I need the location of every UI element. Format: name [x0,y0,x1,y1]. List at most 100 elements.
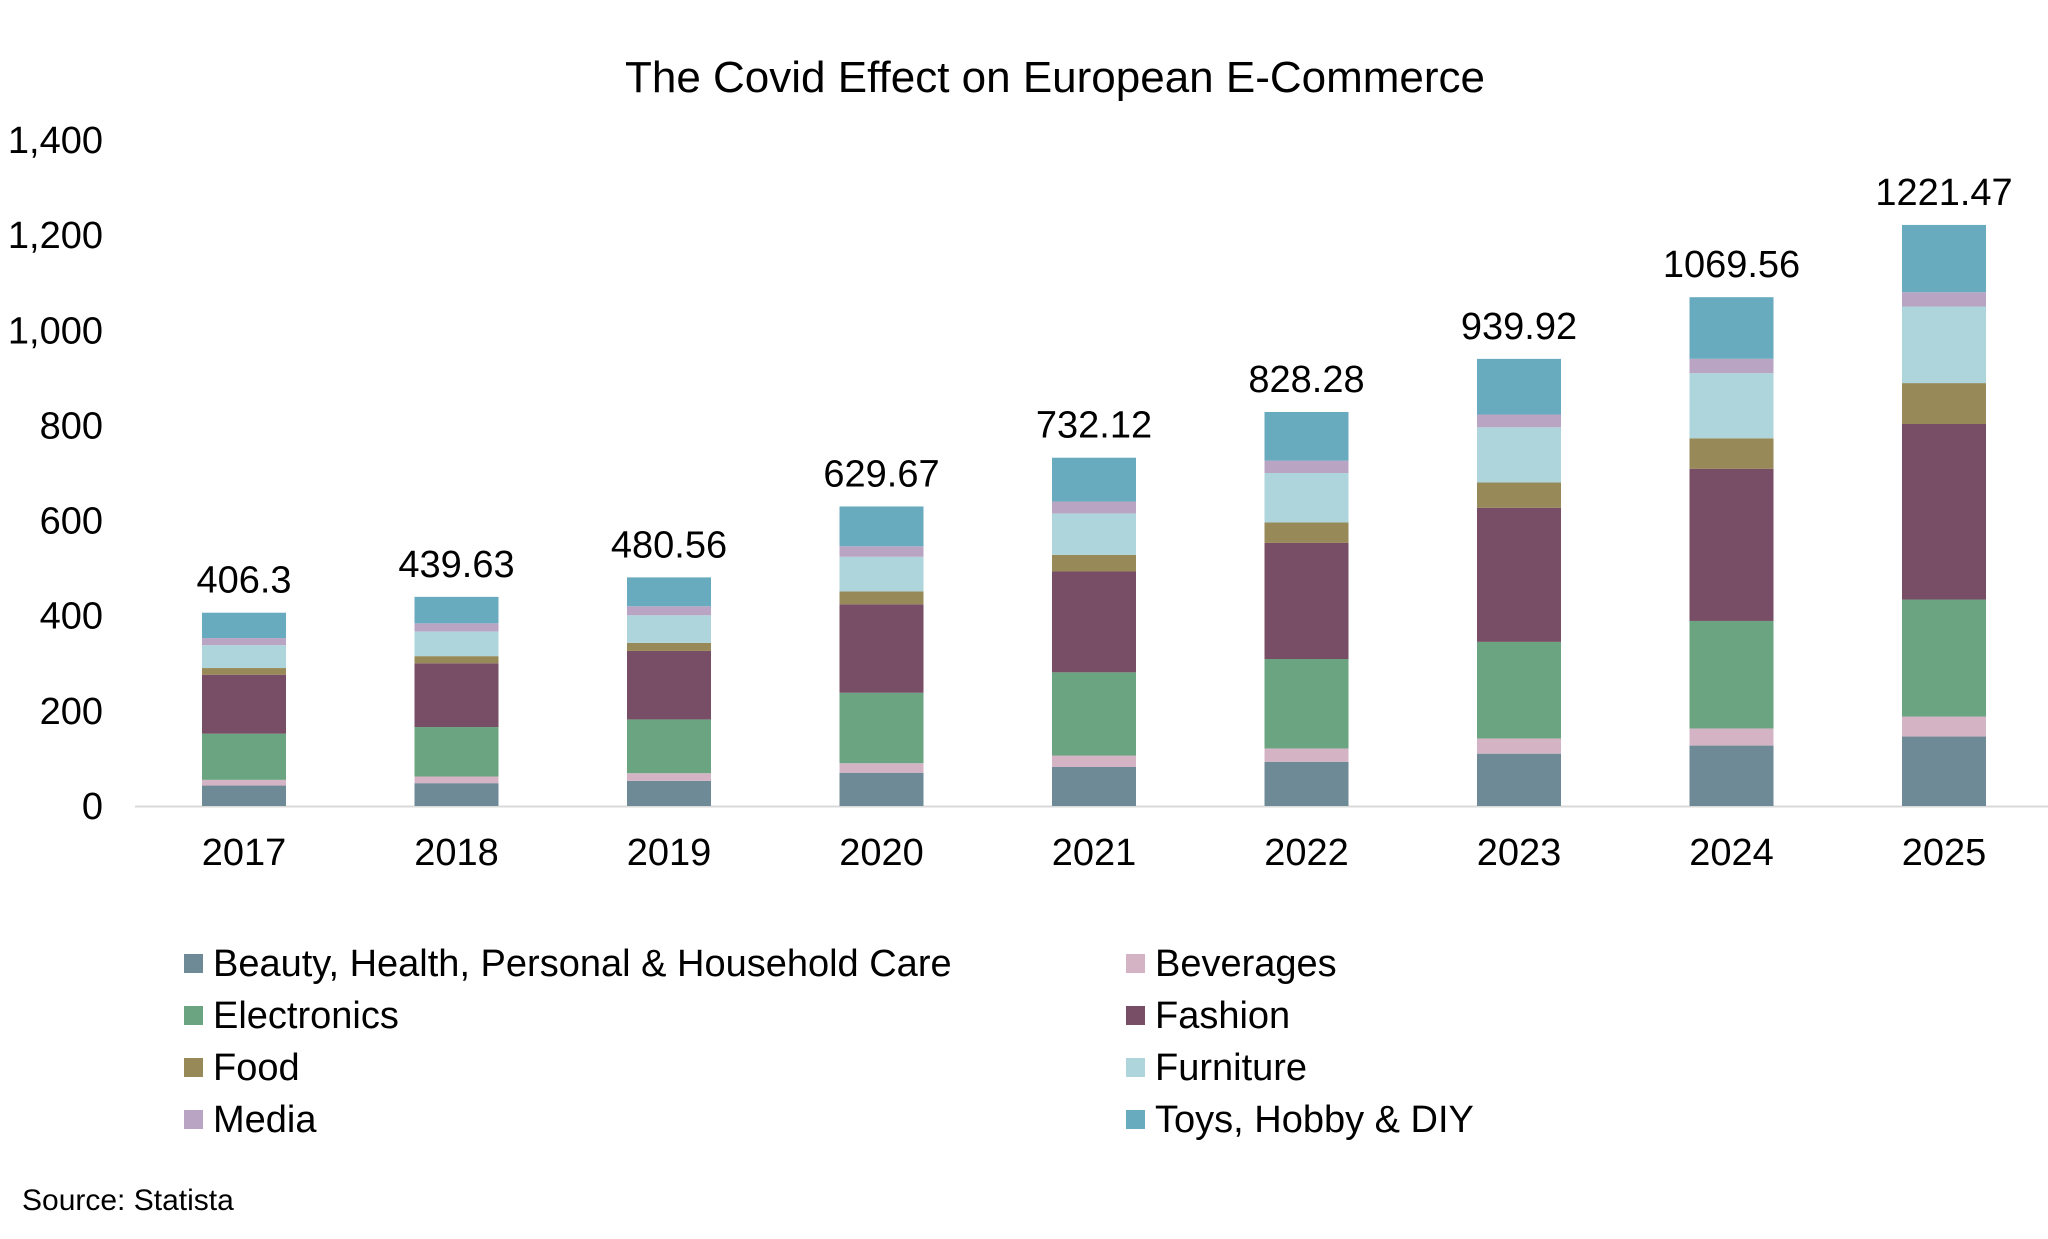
bar-segment [1902,224,1986,293]
x-tick-label: 2021 [1052,832,1137,874]
legend-label: Beauty, Health, Personal & Household Car… [213,943,952,985]
bar-segment [1264,460,1349,473]
x-tick-label: 2019 [627,832,712,874]
x-tick-label: 2023 [1477,832,1562,874]
bar-segment [1477,414,1561,428]
y-tick-label: 600 [40,501,103,543]
bar-segment [1264,473,1349,523]
total-label: 939.92 [1461,306,1577,348]
bar-segment [627,780,711,806]
bar-segment [414,623,499,632]
bar-segment [839,692,924,764]
source-note: Source: Statista [22,1184,234,1217]
y-tick-label: 0 [82,786,103,828]
bar-segment [839,546,924,557]
bar-segment [1052,554,1136,572]
x-tick-label: 2024 [1689,832,1774,874]
bar-segment [414,656,499,664]
bar-segment [1689,728,1774,746]
legend-label: Electronics [213,995,399,1037]
bar-segment [1477,753,1561,806]
bar-segment [627,650,711,720]
legend-swatch [1126,1058,1145,1077]
y-axis: 0 200 400 600 800 1,000 1,200 1,400 [8,120,103,828]
total-label: 732.12 [1036,405,1152,447]
bar-segment [1477,738,1561,754]
bar-segment [839,772,924,806]
bar-segment [202,733,286,780]
bar-segment [627,719,711,774]
bar-segment [1264,659,1349,749]
y-tick-label: 1,400 [8,120,103,162]
bar-segment [1052,501,1136,514]
bar-segment [1052,672,1136,756]
x-tick-label: 2025 [1902,832,1987,874]
total-label: 480.56 [611,524,727,566]
bar-segment [202,668,286,675]
bar-segment [414,596,499,624]
bar-segment [414,776,499,784]
legend-label: Furniture [1155,1047,1307,1089]
y-tick-label: 800 [40,405,103,447]
bar-segment [627,577,711,607]
bar-segment [1477,641,1561,739]
bar-segment [202,638,286,646]
legend-swatch [184,1110,203,1129]
bar-segment [414,783,499,806]
bar-segment [414,727,499,777]
bar-segment [1264,411,1349,461]
bar-segment [1689,438,1774,469]
bar-segment [202,785,286,806]
legend-swatch [184,954,203,973]
bar-segment [1264,522,1349,543]
legend-label: Food [213,1047,300,1089]
x-axis: 2017 2018 2019 2020 2021 2022 2023 2024 2025 [135,805,2048,874]
x-tick-label: 2022 [1264,832,1349,874]
bar-segment [1689,468,1774,621]
bar-segment [414,663,499,728]
bar-segment [839,591,924,605]
bar-segment [1477,427,1561,483]
bar-segment [1052,571,1136,673]
legend: Beauty, Health, Personal & Household Car… [184,943,1474,1141]
bar-segment [839,604,924,693]
y-tick-label: 400 [40,596,103,638]
bar-segment [627,615,711,643]
bar-segment [1689,745,1774,806]
legend-swatch [1126,954,1145,973]
bar-segment [1264,761,1349,806]
bar-segment [1477,358,1561,415]
legend-label: Toys, Hobby & DIY [1155,1099,1474,1141]
y-tick-label: 1,000 [8,310,103,352]
bar-segment [1902,306,1986,384]
bar-segment [839,556,924,592]
bar-segment [1902,716,1986,737]
bar-segment [1689,297,1774,359]
legend-label: Beverages [1155,943,1337,985]
x-tick-label: 2020 [839,832,924,874]
bar-segment [627,606,711,616]
x-tick-label: 2017 [202,832,287,874]
legend-label: Fashion [1155,995,1290,1037]
x-tick-label: 2018 [414,832,499,874]
bar-segment [1902,599,1986,717]
bar-segment [202,612,286,639]
bar-segment [1902,383,1986,425]
chart-title: The Covid Effect on European E-Commerce [625,53,1485,102]
bar-segment [1052,513,1136,555]
bar-segment [1902,292,1986,307]
bar-segment [1689,620,1774,729]
bar-segment [1477,507,1561,642]
bars-group [202,224,1986,806]
bar-segment [1264,542,1349,660]
bar-segment [1477,482,1561,508]
bar-segment [839,763,924,773]
legend-swatch [1126,1006,1145,1025]
legend-swatch [1126,1110,1145,1129]
bar-segment [1264,748,1349,762]
total-label: 629.67 [823,453,939,495]
legend-label: Media [213,1099,317,1141]
bar-segment [839,506,924,547]
bar-segment [202,674,286,734]
